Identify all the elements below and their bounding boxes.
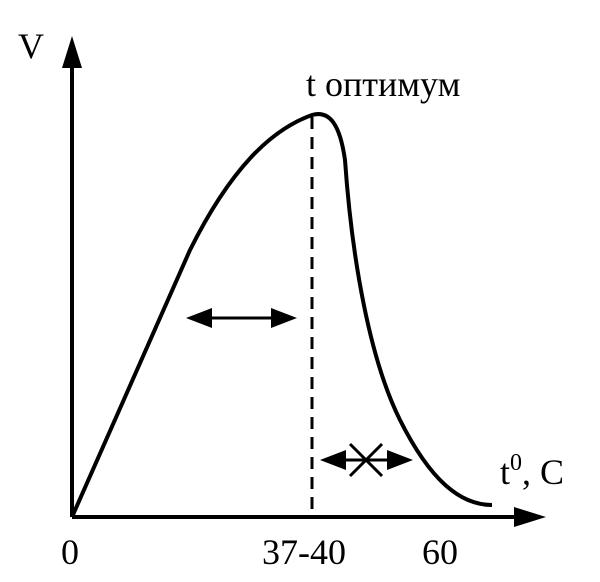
activity-curve <box>70 112 493 518</box>
arrow-head <box>320 450 346 470</box>
x-label: 37-40 <box>262 532 346 572</box>
x-axis-label: t0, C <box>500 450 564 492</box>
x-axis-label-suffix: , C <box>522 452 564 492</box>
arrow-head <box>387 450 413 470</box>
x-label: 0 <box>61 532 79 572</box>
x-axis-arrow <box>514 507 546 527</box>
y-axis-label: V <box>18 26 44 66</box>
arrow-head <box>186 308 212 328</box>
peak-label: t оптимум <box>306 64 460 104</box>
x-axis-label-base: t <box>500 452 510 492</box>
x-axis-label-sup: 0 <box>510 450 522 476</box>
arrow-head <box>271 308 297 328</box>
x-label: 60 <box>422 532 458 572</box>
cross <box>348 442 384 478</box>
y-axis-arrow <box>62 36 82 68</box>
